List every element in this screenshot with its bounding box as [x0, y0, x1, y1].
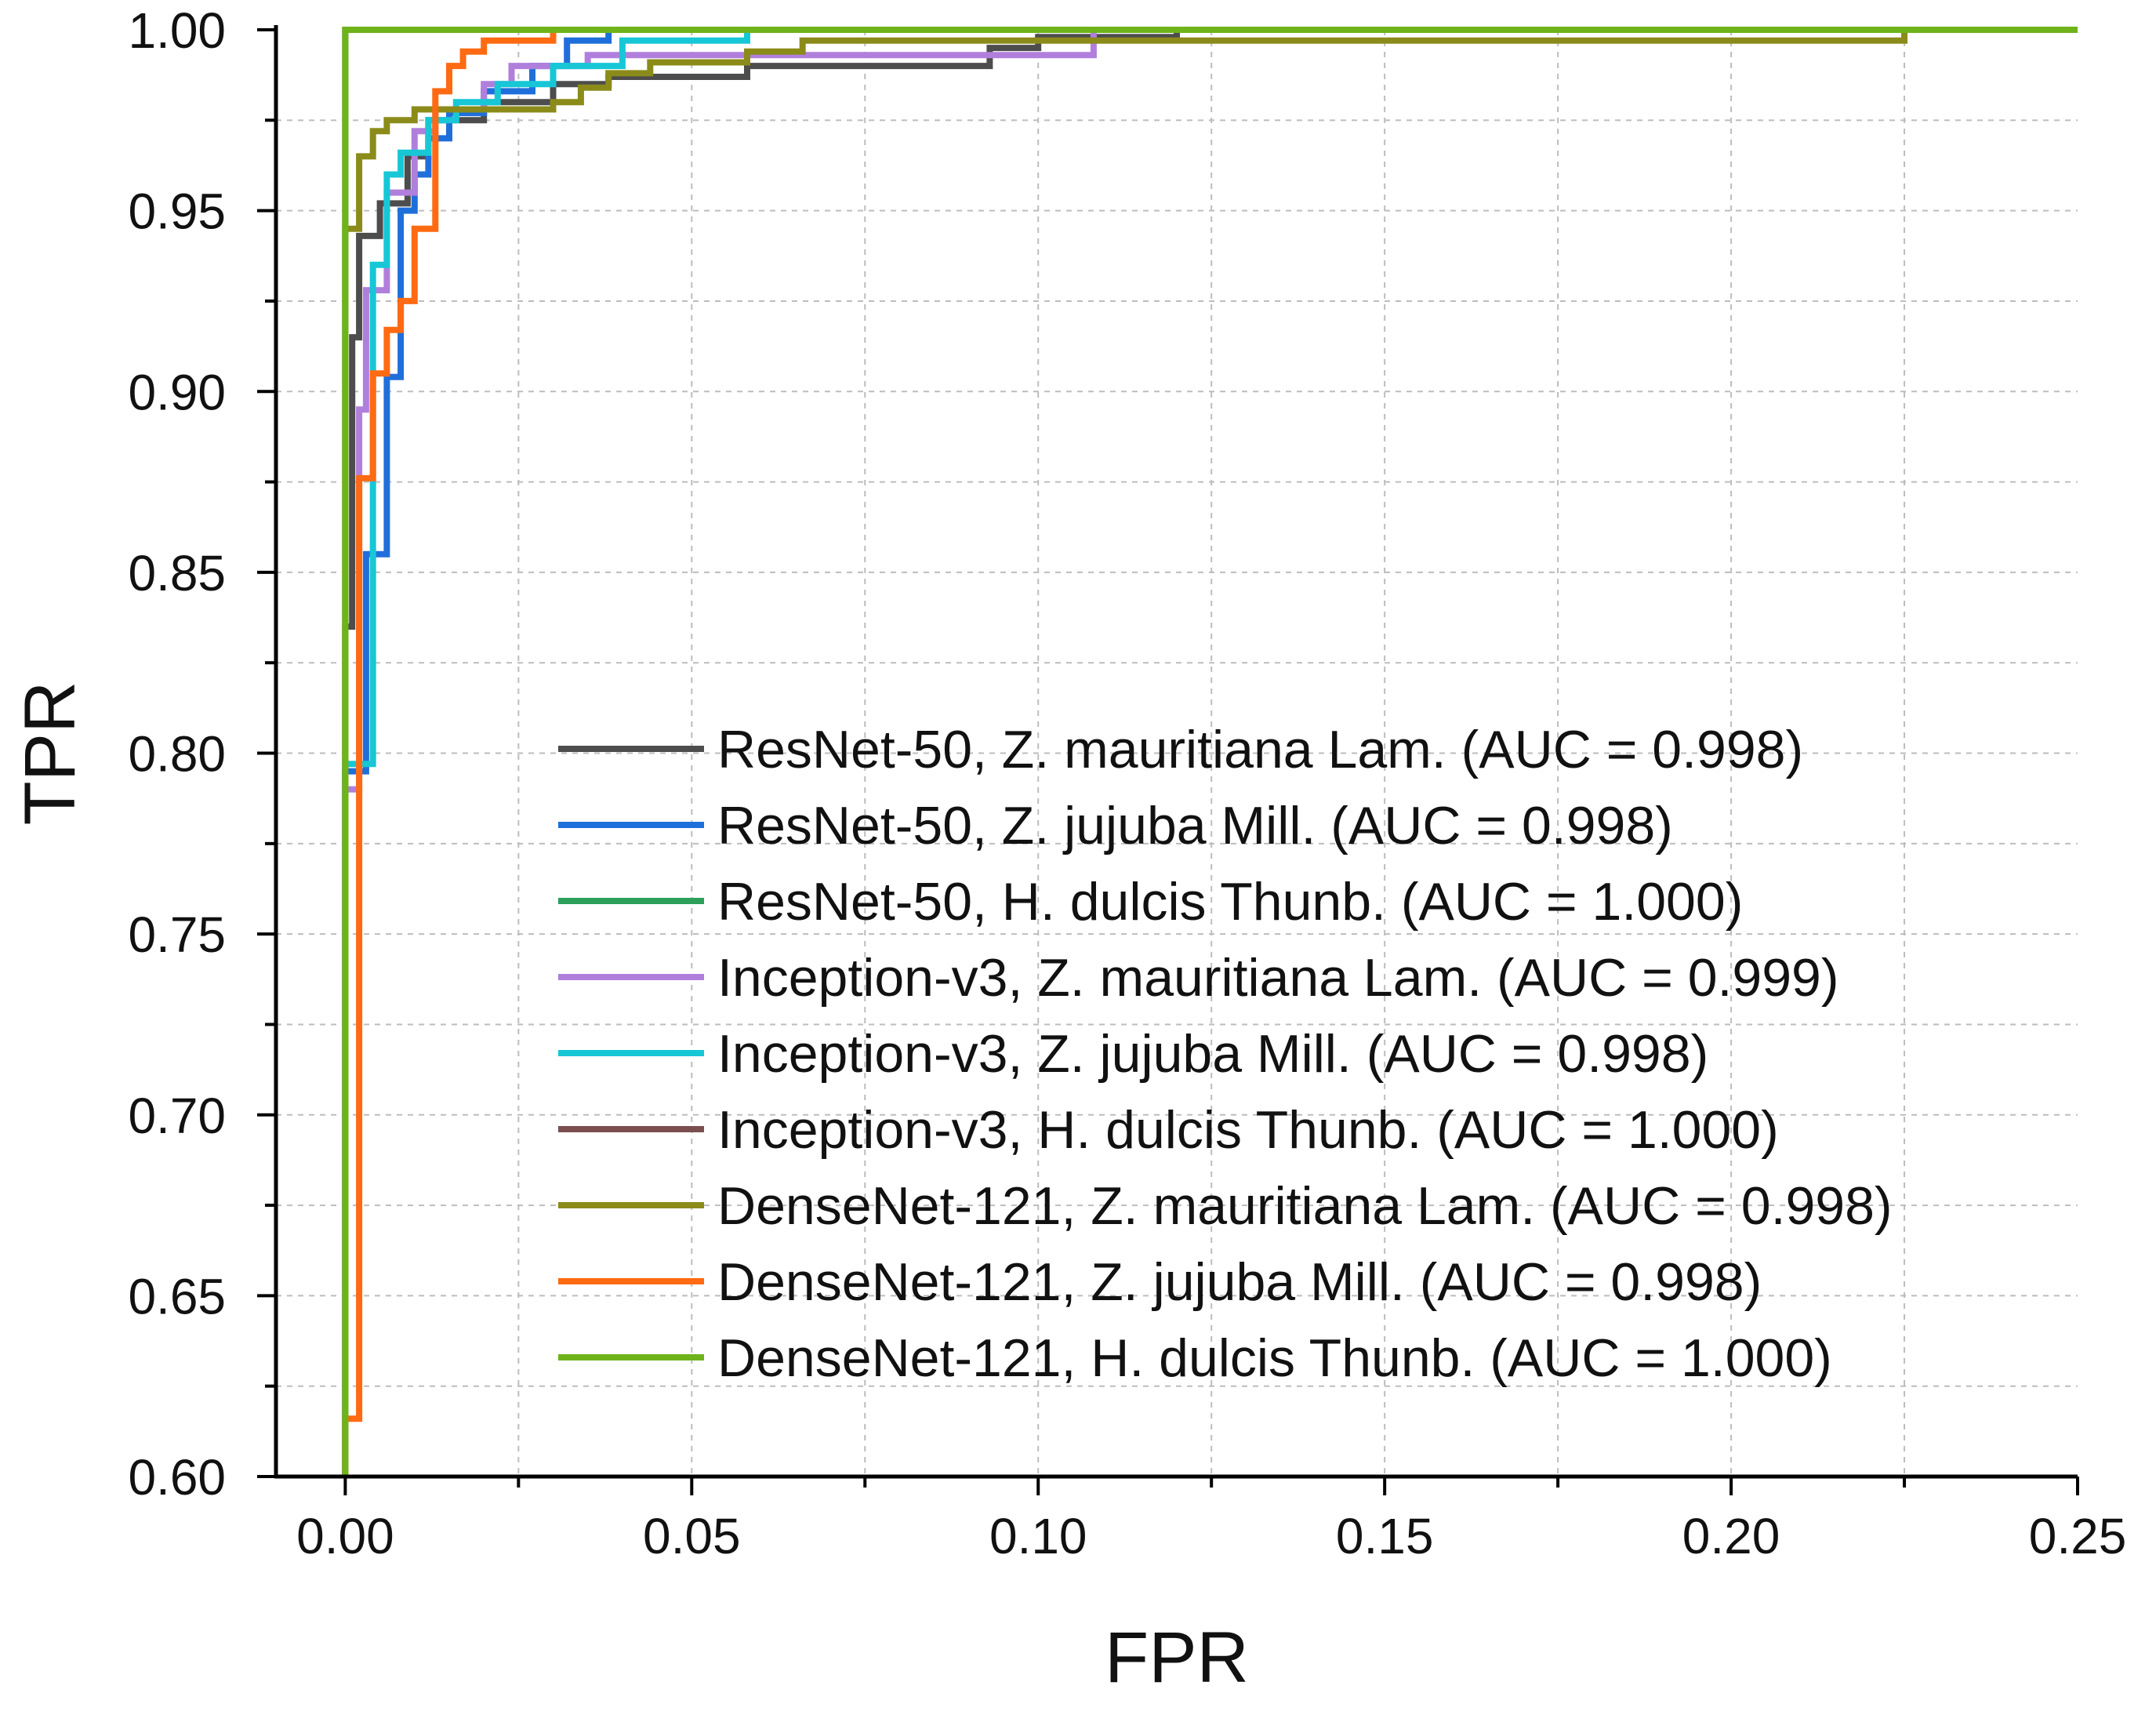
legend-label: ResNet-50, H. dulcis Thunb. (AUC = 1.000… [717, 872, 1743, 932]
legend-label: DenseNet-121, Z. jujuba Mill. (AUC = 0.9… [717, 1252, 1762, 1312]
grid [276, 30, 2078, 1477]
x-tick-label: 0.25 [2029, 1508, 2127, 1564]
y-tick-label: 0.60 [128, 1449, 226, 1506]
legend-label: Inception-v3, Z. mauritiana Lam. (AUC = … [717, 948, 1839, 1008]
roc-curve-5 [342, 27, 2078, 1477]
legend-label: DenseNet-121, Z. mauritiana Lam. (AUC = … [717, 1176, 1893, 1236]
x-tick-label: 0.10 [989, 1508, 1087, 1564]
legend-label: Inception-v3, Z. jujuba Mill. (AUC = 0.9… [717, 1024, 1708, 1084]
legend-label: DenseNet-121, H. dulcis Thunb. (AUC = 1.… [717, 1328, 1832, 1388]
y-tick-label: 1.00 [128, 2, 226, 59]
y-tick-label: 0.65 [128, 1268, 226, 1324]
x-tick-label: 0.20 [1682, 1508, 1780, 1564]
y-tick-label: 0.80 [128, 726, 226, 783]
y-tick-label: 0.95 [128, 183, 226, 240]
y-tick-label: 0.75 [128, 906, 226, 963]
y-axis-title: TPR [10, 681, 90, 826]
x-tick-label: 0.15 [1336, 1508, 1434, 1564]
x-tick-label: 0.00 [296, 1508, 394, 1564]
y-tick-label: 0.90 [128, 364, 226, 420]
y-tick-label: 0.85 [128, 545, 226, 601]
x-axis-title: FPR [1105, 1618, 1249, 1698]
x-tick-label: 0.05 [643, 1508, 741, 1564]
legend-label: Inception-v3, H. dulcis Thunb. (AUC = 1.… [717, 1100, 1779, 1160]
legend-label: ResNet-50, Z. mauritiana Lam. (AUC = 0.9… [717, 720, 1803, 779]
legend-label: ResNet-50, Z. jujuba Mill. (AUC = 0.998) [717, 796, 1673, 855]
roc-curve-7 [342, 27, 2078, 1477]
y-axis-ticks: 0.60 0.65 0.70 0.75 0.80 0.85 0.90 0.95 1.00 [128, 2, 276, 1506]
roc-curve-8 [342, 27, 2078, 1477]
roc-curve-9 [342, 27, 2078, 1477]
x-axis-ticks: 0.00 0.05 0.10 0.15 0.20 0.25 [296, 1477, 2126, 1564]
legend: ResNet-50, Z. mauritiana Lam. (AUC = 0.9… [558, 720, 1893, 1388]
roc-curves [342, 27, 2078, 1477]
y-tick-label: 0.70 [128, 1088, 226, 1144]
